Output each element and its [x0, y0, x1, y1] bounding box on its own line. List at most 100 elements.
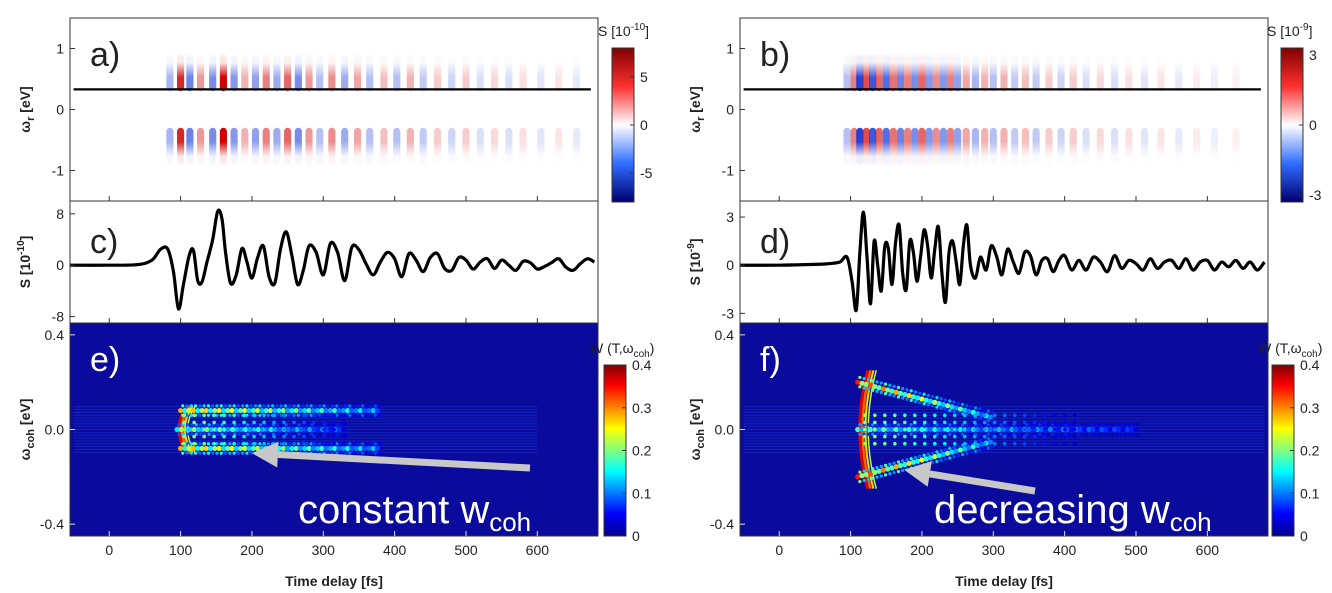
wigner-dot — [306, 445, 312, 452]
wigner-dot — [339, 451, 343, 455]
y-label-symbol: ω — [687, 448, 703, 460]
lattice-dot — [182, 427, 186, 432]
wigner-dot — [237, 445, 244, 452]
wigner-dot — [228, 404, 232, 408]
wigner-dot — [885, 426, 891, 433]
wigner-dot — [969, 441, 973, 445]
lattice-dot — [322, 434, 326, 439]
wigner-dot — [253, 404, 258, 408]
line-plot-d — [740, 210, 1266, 313]
wigner-dot — [918, 454, 922, 459]
wigner-dot — [969, 450, 973, 455]
wigner-dot — [975, 426, 981, 433]
lattice-dot — [192, 413, 196, 418]
wigner-dot — [905, 432, 909, 436]
lattice-dot — [1012, 434, 1017, 439]
wigner-dot — [365, 442, 369, 446]
wigner-dot — [237, 407, 244, 414]
lattice-dot — [202, 427, 206, 432]
wigner-dot — [1008, 432, 1012, 436]
colorbar-tick-label: -5 — [640, 165, 653, 181]
lattice-dot — [863, 434, 867, 439]
wigner-dot — [940, 401, 946, 408]
lattice-dot — [1002, 434, 1007, 439]
wigner-dot — [901, 432, 905, 436]
wigner-dot — [1123, 423, 1127, 427]
x-tick-label: 200 — [910, 542, 934, 558]
wigner-dot — [258, 442, 262, 446]
lattice-dot — [962, 420, 967, 425]
wigner-dot — [228, 423, 233, 427]
wigner-dot — [1106, 423, 1110, 427]
wigner-dot — [956, 432, 960, 436]
wigner-dot — [1004, 426, 1011, 433]
lattice-dot — [1042, 441, 1047, 446]
wigner-dot — [926, 452, 930, 456]
wigner-dot — [185, 404, 189, 408]
wigner-dot — [896, 469, 901, 474]
wigner-dot — [185, 451, 189, 455]
wigner-dot — [190, 445, 197, 452]
lattice-dot — [932, 420, 937, 425]
wigner-dot — [224, 432, 228, 436]
wigner-dot — [280, 432, 284, 436]
lattice-dot — [1022, 427, 1027, 432]
lattice-dot — [863, 427, 867, 432]
wigner-dot — [223, 451, 228, 455]
wigner-dot — [306, 407, 312, 414]
wigner-dot — [255, 426, 261, 433]
wigner-dot — [215, 404, 219, 408]
wigner-dot — [258, 413, 262, 417]
wigner-dot — [1102, 432, 1106, 436]
x-tick-label: 400 — [1053, 542, 1077, 558]
wigner-dot — [348, 442, 352, 446]
wigner-dot — [948, 456, 952, 460]
wigner-dot — [373, 451, 377, 455]
wigner-dot — [378, 404, 382, 408]
wigner-dot — [267, 423, 271, 427]
wigner-dot — [220, 407, 227, 414]
wigner-dot — [915, 458, 921, 464]
lattice-dot — [1022, 420, 1027, 425]
x-tick-label: 600 — [526, 542, 550, 558]
wigner-dot — [1127, 432, 1132, 436]
wigner-dot — [901, 387, 905, 391]
wigner-dot — [949, 404, 955, 410]
lattice-dot — [1012, 427, 1017, 432]
lattice-dot — [212, 434, 216, 439]
colorbar-tick-label: 0.3 — [1300, 400, 1320, 416]
lattice-dot — [302, 427, 306, 432]
wigner-dot — [932, 454, 938, 460]
wigner-dot — [206, 442, 211, 446]
lattice-dot — [1062, 427, 1067, 432]
wigner-dot — [181, 404, 185, 408]
wigner-dot — [369, 413, 373, 417]
wigner-dot — [186, 407, 192, 414]
wigner-dot — [879, 381, 883, 385]
wigner-dot — [280, 445, 286, 452]
y-label-end: ] — [17, 236, 33, 241]
wigner-dot — [1025, 432, 1029, 436]
wigner-dot — [1029, 423, 1033, 427]
wigner-dot — [326, 404, 330, 408]
wigner-dot — [956, 411, 960, 415]
wigner-dot — [1069, 426, 1075, 433]
wigner-dot — [258, 423, 263, 427]
wigner-dot — [318, 413, 322, 417]
wigner-dot — [889, 426, 895, 433]
lattice-dot — [982, 427, 987, 432]
lattice-dot — [302, 413, 306, 418]
x-tick-label: 200 — [240, 542, 264, 558]
wigner-dot — [875, 389, 879, 393]
wigner-dot — [888, 383, 892, 387]
wigner-dot — [223, 404, 228, 408]
lattice-dot — [182, 420, 186, 425]
wigner-dot — [948, 432, 952, 436]
wigner-dot — [289, 407, 295, 414]
wigner-dot — [318, 423, 323, 427]
y-tick-label: -0.4 — [40, 516, 64, 532]
wigner-dot — [356, 413, 360, 417]
x-tick-label: 500 — [454, 542, 478, 558]
y-axis-label: ωcoh [eV] — [17, 399, 37, 461]
wigner-dot — [194, 432, 198, 436]
